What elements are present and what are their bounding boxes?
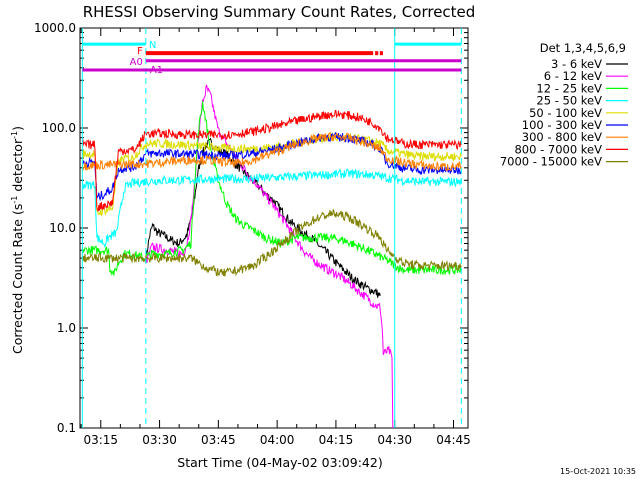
y-tick-label: 1000.0: [34, 21, 76, 35]
plot-frame: [79, 27, 469, 429]
y-axis-label: Corrected Count Rate (s-1 detector-1): [10, 126, 25, 354]
chart-title: RHESSI Observing Summary Count Rates, Co…: [83, 3, 476, 21]
x-tick-label: 03:15: [83, 433, 118, 447]
flag-label: F: [137, 46, 143, 57]
legend-label: 300 - 800 keV: [522, 130, 602, 144]
flag-label: A1: [150, 65, 163, 76]
x-tick-label: 04:45: [436, 433, 471, 447]
y-tick-label: 0.1: [57, 421, 76, 435]
legend-label: 12 - 25 keV: [536, 81, 602, 95]
legend-label: 25 - 50 keV: [536, 94, 602, 108]
series-line: [81, 209, 462, 277]
flag-label: A0: [130, 57, 143, 68]
y-label-main: Corrected Count Rate (s: [10, 204, 25, 354]
x-tick-label: 04:00: [260, 433, 295, 447]
legend-label: 50 - 100 keV: [529, 106, 602, 120]
timestamp: 15-Oct-2021 10:35: [560, 467, 636, 476]
legend-title: Det 1,3,4,5,6,9: [540, 41, 626, 55]
y-tick-label: 100.0: [42, 121, 76, 135]
x-axis: 03:15 03:30 03:45 04:00 04:15 04:30 04:45: [80, 28, 471, 447]
y-tick-label: 1.0: [57, 321, 76, 335]
legend-label: 800 - 7000 keV: [514, 142, 602, 156]
legend-label: 6 - 12 keV: [544, 69, 602, 83]
y-label-mid: detector: [10, 138, 25, 196]
y-label-sup1: -1: [10, 196, 19, 204]
plot-border: [79, 27, 469, 429]
x-tick-label: 04:30: [377, 433, 412, 447]
series-line: [81, 168, 462, 248]
legend-label: 3 - 6 keV: [551, 57, 602, 71]
y-label-sup2: -1: [10, 131, 19, 139]
x-axis-label: Start Time (04-May-02 03:09:42): [177, 455, 382, 470]
x-tick-label: 03:45: [201, 433, 236, 447]
y-label-end: ): [10, 126, 25, 131]
series-layer: [81, 84, 462, 429]
legend-label: 7000 - 15000 keV: [500, 155, 602, 169]
x-tick-label: 04:15: [319, 433, 354, 447]
legend-label: 100 - 300 keV: [522, 118, 602, 132]
x-tick-label: 03:30: [142, 433, 177, 447]
y-tick-label: 10.0: [49, 221, 76, 235]
flag-label: N: [149, 40, 156, 51]
series-line: [145, 84, 394, 429]
